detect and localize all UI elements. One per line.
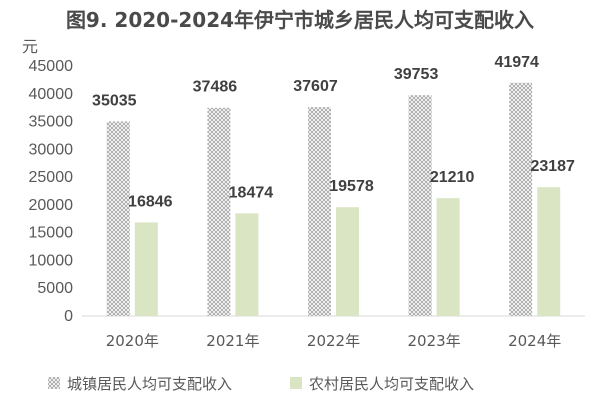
- bar-rural: [235, 213, 259, 316]
- y-tick-label: 35000: [29, 114, 74, 131]
- data-label-urban: 41974: [494, 54, 539, 71]
- bar-rural: [134, 222, 158, 316]
- bars: [106, 82, 561, 317]
- x-tick-label: 2022年: [307, 332, 360, 350]
- x-axis: 2020年 2021年 2022年 2023年 2024年: [106, 332, 562, 350]
- y-tick-label: 45000: [29, 58, 74, 75]
- legend-swatch-rural: [290, 377, 302, 389]
- data-label-rural: 19578: [329, 178, 374, 195]
- y-tick-label: 5000: [37, 280, 73, 297]
- legend-label-urban: 城镇居民人均可支配收入: [67, 375, 232, 393]
- bar-urban: [106, 121, 130, 316]
- data-label-rural: 18474: [229, 184, 274, 201]
- y-tick-label: 25000: [29, 169, 74, 186]
- data-label-rural: 21210: [430, 169, 475, 186]
- bar-urban: [207, 107, 231, 316]
- bar-urban: [408, 95, 432, 317]
- x-tick-label: 2020年: [106, 332, 159, 350]
- y-tick-label: 30000: [29, 141, 74, 158]
- data-label-rural: 16846: [128, 193, 173, 210]
- x-tick-label: 2021年: [206, 332, 259, 350]
- data-label-urban: 35035: [92, 92, 137, 109]
- bar-urban: [308, 107, 331, 316]
- x-tick-label: 2023年: [408, 332, 461, 350]
- data-label-urban: 37607: [293, 78, 338, 95]
- x-tick-label: 2024年: [508, 332, 561, 350]
- data-label-urban: 37486: [193, 79, 238, 96]
- data-label-rural: 23187: [530, 158, 575, 175]
- y-tick-label: 10000: [29, 252, 74, 269]
- y-unit-label: 元: [22, 37, 38, 56]
- y-tick-label: 15000: [29, 225, 74, 242]
- y-tick-label: 20000: [29, 197, 74, 214]
- y-tick-label: 40000: [29, 86, 74, 103]
- legend-swatch-urban: [48, 377, 60, 389]
- bar-rural: [436, 198, 460, 316]
- data-labels: 35035 16846 37486 18474 37607 19578 39753 21210…: [92, 54, 575, 211]
- chart-title: 图9. 2020-2024年伊宁市城乡居民人均可支配收入: [66, 8, 534, 32]
- y-tick-label: 0: [64, 308, 73, 325]
- data-label-urban: 39753: [394, 66, 439, 83]
- bar-rural: [336, 207, 359, 316]
- legend-label-rural: 农村居民人均可支配收入: [309, 375, 474, 393]
- bar-rural: [537, 187, 561, 316]
- legend: 城镇居民人均可支配收入 农村居民人均可支配收入: [48, 375, 474, 393]
- bar-urban: [509, 82, 533, 316]
- y-axis: 0 5000 10000 15000 20000 25000 30000 35000 40000…: [29, 58, 74, 325]
